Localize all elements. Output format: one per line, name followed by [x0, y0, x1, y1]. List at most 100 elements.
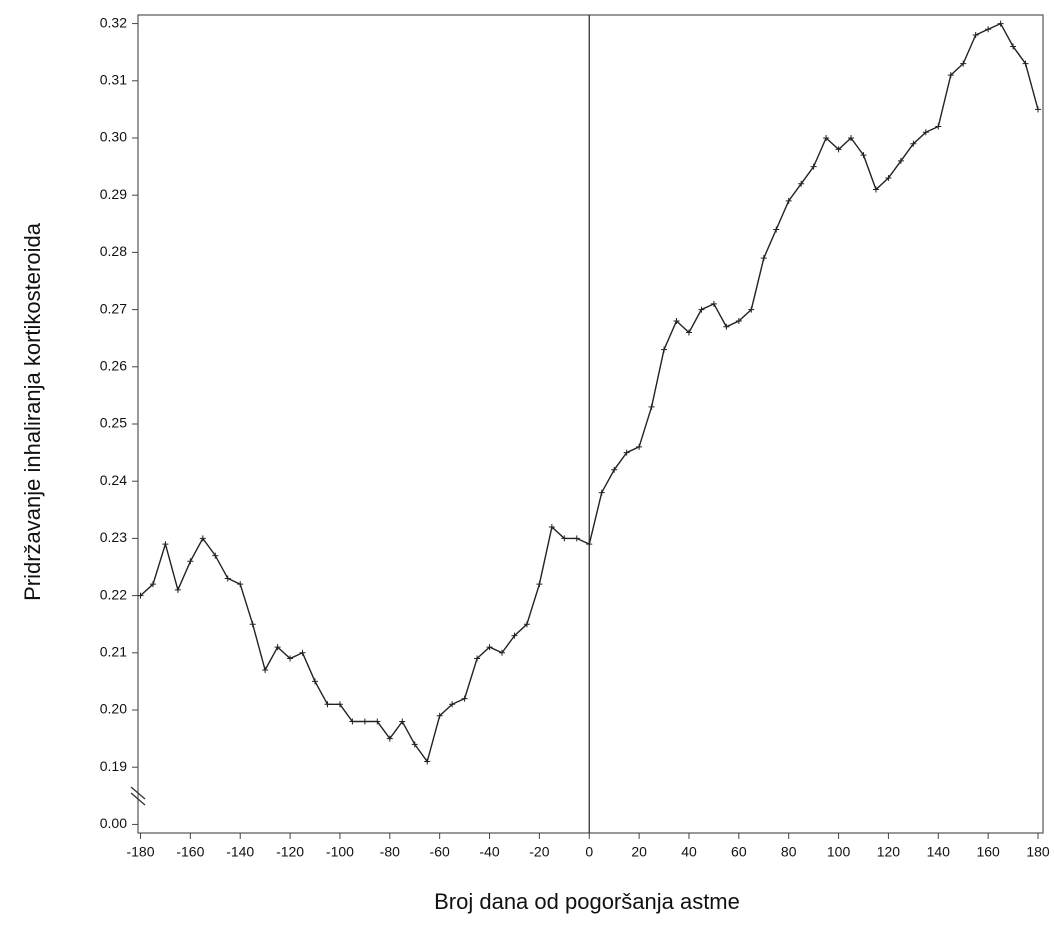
point-marker [486, 644, 493, 651]
point-marker [985, 26, 992, 33]
point-marker [312, 678, 319, 685]
y-tick-label: 0.22 [100, 586, 127, 602]
point-marker [897, 157, 904, 164]
point-marker [1022, 60, 1029, 67]
y-tick-label: 0.31 [100, 71, 127, 87]
point-marker [723, 323, 730, 330]
point-marker [972, 32, 979, 39]
point-marker [710, 300, 717, 307]
point-marker [212, 552, 219, 559]
x-tick-label: -160 [176, 844, 204, 860]
point-marker [748, 306, 755, 313]
point-marker [785, 197, 792, 204]
point-marker [598, 489, 605, 496]
point-marker [349, 718, 356, 725]
point-marker [174, 586, 181, 593]
point-marker [361, 718, 368, 725]
point-marker [399, 718, 406, 725]
point-marker [536, 581, 543, 588]
point-marker [1010, 43, 1017, 50]
point-marker [561, 535, 568, 542]
point-marker [449, 701, 456, 708]
point-marker [461, 695, 468, 702]
break-mark [130, 792, 146, 806]
x-tick-label: 0 [585, 844, 593, 860]
x-tick-label: 60 [731, 844, 747, 860]
point-marker [872, 186, 879, 193]
point-marker [685, 329, 692, 336]
point-marker [548, 523, 555, 530]
x-tick-label: 20 [631, 844, 647, 860]
point-marker [636, 443, 643, 450]
point-marker [149, 581, 156, 588]
x-tick-label: -100 [326, 844, 354, 860]
y-tick-label: 0.26 [100, 358, 127, 374]
y-tick-label: 0.20 [100, 701, 127, 717]
point-marker [386, 735, 393, 742]
point-marker [249, 621, 256, 628]
point-marker [935, 123, 942, 130]
point-marker [523, 621, 530, 628]
point-marker [324, 701, 331, 708]
y-tick-label: 0.21 [100, 644, 127, 660]
x-tick-label: 80 [781, 844, 797, 860]
x-tick-label: 40 [681, 844, 697, 860]
y-tick-label: 0.27 [100, 300, 127, 316]
point-marker [287, 655, 294, 662]
point-marker [611, 466, 618, 473]
x-tick-label: -80 [380, 844, 400, 860]
x-tick-label: -20 [529, 844, 549, 860]
point-marker [960, 60, 967, 67]
point-marker [199, 535, 206, 542]
x-tick-label: 140 [927, 844, 951, 860]
x-tick-label: 160 [976, 844, 1000, 860]
point-marker [498, 649, 505, 656]
point-marker [773, 226, 780, 233]
x-tick-label: 100 [827, 844, 851, 860]
x-tick-label: -60 [430, 844, 450, 860]
point-marker [274, 644, 281, 651]
point-marker [735, 318, 742, 325]
y-tick-label: 0.19 [100, 758, 127, 774]
x-axis-title: Broj dana od pogoršanja astme [434, 889, 740, 914]
y-tick-label: 0.23 [100, 529, 127, 545]
y-tick-label: 0.25 [100, 415, 127, 431]
point-marker [947, 72, 954, 79]
point-marker [224, 575, 231, 582]
y-tick-label: 0.29 [100, 186, 127, 202]
point-marker [299, 649, 306, 656]
x-tick-label: 180 [1026, 844, 1050, 860]
point-marker [910, 140, 917, 147]
point-marker [1035, 106, 1042, 113]
point-marker [336, 701, 343, 708]
point-marker [237, 581, 244, 588]
point-marker [848, 134, 855, 141]
point-marker [374, 718, 381, 725]
point-marker [411, 741, 418, 748]
point-marker [997, 20, 1004, 27]
point-marker [573, 535, 580, 542]
x-tick-label: -180 [126, 844, 154, 860]
point-marker [162, 541, 169, 548]
y-tick-label: 0.30 [100, 129, 127, 145]
point-marker [648, 403, 655, 410]
point-marker [698, 306, 705, 313]
x-tick-label: 120 [877, 844, 901, 860]
point-marker [885, 175, 892, 182]
y-tick-label: 0.28 [100, 243, 127, 259]
point-marker [511, 632, 518, 639]
point-marker [586, 541, 593, 548]
point-marker [623, 449, 630, 456]
plot-frame [137, 14, 1044, 834]
point-marker [810, 163, 817, 170]
point-marker [922, 129, 929, 136]
point-marker [262, 666, 269, 673]
y-tick-label: 0.32 [100, 14, 127, 30]
point-marker [474, 655, 481, 662]
x-tick-label: -140 [226, 844, 254, 860]
x-tick-label: -40 [479, 844, 499, 860]
y-tick-label: 0.24 [100, 472, 127, 488]
point-marker [823, 134, 830, 141]
point-marker [661, 346, 668, 353]
